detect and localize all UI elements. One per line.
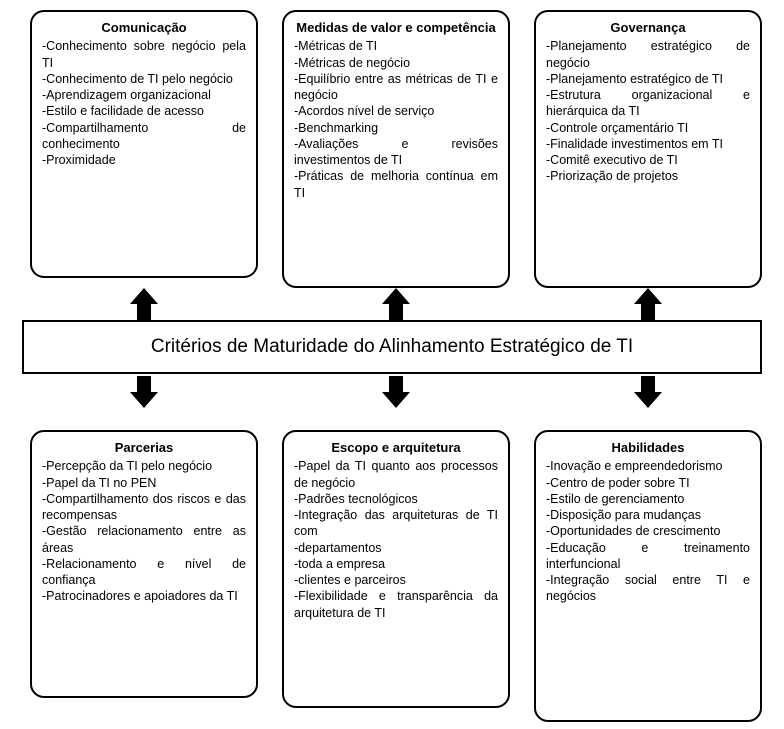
box-list-comunicacao: Conhecimento sobre negócio pela TI Conhe… bbox=[42, 38, 246, 168]
arrow-down-icon bbox=[634, 392, 662, 408]
list-item: departamentos bbox=[294, 540, 498, 556]
box-list-parcerias: Percepção da TI pelo negócio Papel da TI… bbox=[42, 458, 246, 604]
box-habilidades: Habilidades Inovação e empreendedorismo … bbox=[534, 430, 762, 722]
list-item: Proximidade bbox=[42, 152, 246, 168]
list-item: clientes e parceiros bbox=[294, 572, 498, 588]
arrow-stem bbox=[641, 376, 655, 392]
box-title-governanca: Governança bbox=[546, 20, 750, 36]
box-title-habilidades: Habilidades bbox=[546, 440, 750, 456]
center-title-text: Critérios de Maturidade do Alinhamento E… bbox=[151, 336, 633, 357]
arrow-up-icon bbox=[382, 288, 410, 304]
list-item: Padrões tecnológicos bbox=[294, 491, 498, 507]
list-item: Planejamento estratégico de negócio bbox=[546, 38, 750, 71]
list-item: Flexibilidade e transparência da arquite… bbox=[294, 588, 498, 621]
box-list-escopo: Papel da TI quanto aos processos de negó… bbox=[294, 458, 498, 621]
list-item: Inovação e empreendedorismo bbox=[546, 458, 750, 474]
arrow-up-icon bbox=[130, 288, 158, 304]
box-list-governanca: Planejamento estratégico de negócio Plan… bbox=[546, 38, 750, 184]
list-item: Acordos nível de serviço bbox=[294, 103, 498, 119]
box-medidas: Medidas de valor e competência Métricas … bbox=[282, 10, 510, 288]
box-title-escopo: Escopo e arquitetura bbox=[294, 440, 498, 456]
arrow-stem bbox=[389, 304, 403, 320]
list-item: Relacionamento e nível de confiança bbox=[42, 556, 246, 589]
box-list-medidas: Métricas de TI Métricas de negócio Equil… bbox=[294, 38, 498, 201]
box-title-medidas: Medidas de valor e competência bbox=[294, 20, 498, 36]
box-title-parcerias: Parcerias bbox=[42, 440, 246, 456]
list-item: Conhecimento sobre negócio pela TI bbox=[42, 38, 246, 71]
list-item: toda a empresa bbox=[294, 556, 498, 572]
list-item: Métricas de TI bbox=[294, 38, 498, 54]
box-governanca: Governança Planejamento estratégico de n… bbox=[534, 10, 762, 288]
list-item: Compartilhamento dos riscos e das recomp… bbox=[42, 491, 246, 524]
list-item: Integração das arquiteturas de TI com bbox=[294, 507, 498, 540]
list-item: Compartilhamento de conhecimento bbox=[42, 120, 246, 153]
center-title-box: Critérios de Maturidade do Alinhamento E… bbox=[22, 320, 762, 374]
list-item: Integração social entre TI e negócios bbox=[546, 572, 750, 605]
arrow-down-icon bbox=[130, 392, 158, 408]
list-item: Finalidade investimentos em TI bbox=[546, 136, 750, 152]
list-item: Métricas de negócio bbox=[294, 55, 498, 71]
arrow-down-icon bbox=[382, 392, 410, 408]
list-item: Patrocinadores e apoiadores da TI bbox=[42, 588, 246, 604]
box-list-habilidades: Inovação e empreendedorismo Centro de po… bbox=[546, 458, 750, 604]
list-item: Educação e treinamento interfuncional bbox=[546, 540, 750, 573]
list-item: Avaliações e revisões investimentos de T… bbox=[294, 136, 498, 169]
list-item: Comitê executivo de TI bbox=[546, 152, 750, 168]
list-item: Controle orçamentário TI bbox=[546, 120, 750, 136]
list-item: Benchmarking bbox=[294, 120, 498, 136]
arrow-stem bbox=[389, 376, 403, 392]
list-item: Práticas de melhoria contínua em TI bbox=[294, 168, 498, 201]
arrow-up-icon bbox=[634, 288, 662, 304]
list-item: Estilo de gerenciamento bbox=[546, 491, 750, 507]
list-item: Aprendizagem organizacional bbox=[42, 87, 246, 103]
list-item: Centro de poder sobre TI bbox=[546, 475, 750, 491]
arrow-stem bbox=[137, 376, 151, 392]
list-item: Conhecimento de TI pelo negócio bbox=[42, 71, 246, 87]
box-title-comunicacao: Comunicação bbox=[42, 20, 246, 36]
list-item: Estilo e facilidade de acesso bbox=[42, 103, 246, 119]
list-item: Planejamento estratégico de TI bbox=[546, 71, 750, 87]
arrow-stem bbox=[641, 304, 655, 320]
arrow-stem bbox=[137, 304, 151, 320]
list-item: Priorização de projetos bbox=[546, 168, 750, 184]
list-item: Papel da TI quanto aos processos de negó… bbox=[294, 458, 498, 491]
list-item: Papel da TI no PEN bbox=[42, 475, 246, 491]
list-item: Percepção da TI pelo negócio bbox=[42, 458, 246, 474]
box-parcerias: Parcerias Percepção da TI pelo negócio P… bbox=[30, 430, 258, 698]
list-item: Gestão relacionamento entre as áreas bbox=[42, 523, 246, 556]
list-item: Oportunidades de crescimento bbox=[546, 523, 750, 539]
box-comunicacao: Comunicação Conhecimento sobre negócio p… bbox=[30, 10, 258, 278]
list-item: Estrutura organizacional e hierárquica d… bbox=[546, 87, 750, 120]
list-item: Disposição para mudanças bbox=[546, 507, 750, 523]
box-escopo: Escopo e arquitetura Papel da TI quanto … bbox=[282, 430, 510, 708]
list-item: Equilíbrio entre as métricas de TI e neg… bbox=[294, 71, 498, 104]
